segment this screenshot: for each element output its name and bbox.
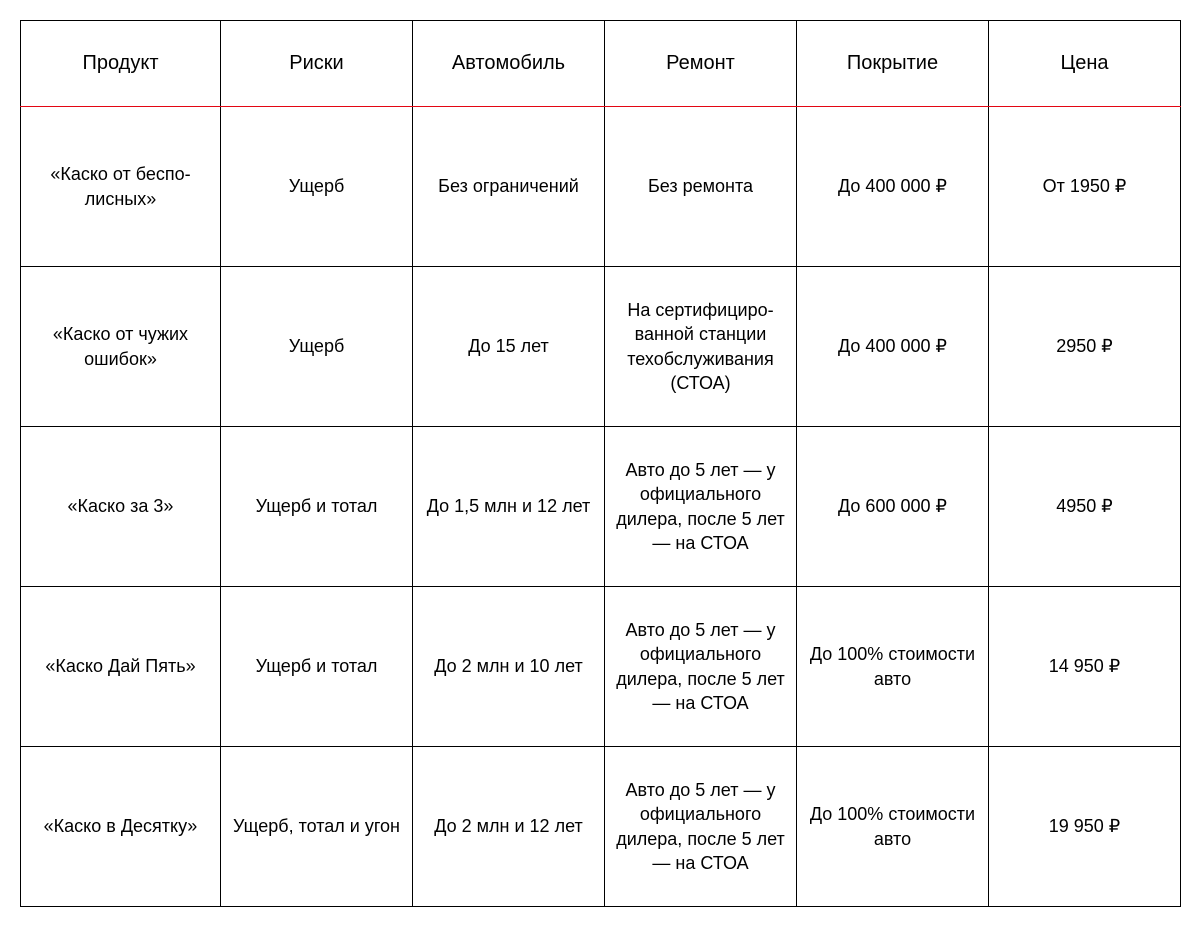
cell-repair: Авто до 5 лет — у официального дилера, п…	[605, 587, 797, 747]
cell-repair: Авто до 5 лет — у официального дилера, п…	[605, 427, 797, 587]
cell-coverage: До 600 000 ₽	[797, 427, 989, 587]
cell-coverage: До 400 000 ₽	[797, 107, 989, 267]
cell-risks: Ущерб и тотал	[221, 427, 413, 587]
table-row: «Каско за 3» Ущерб и тотал До 1,5 млн и …	[21, 427, 1181, 587]
cell-car: До 2 млн и 10 лет	[413, 587, 605, 747]
cell-product: «Каско за 3»	[21, 427, 221, 587]
table-row: «Каско от беспо­лисных» Ущерб Без ограни…	[21, 107, 1181, 267]
col-header-product: Продукт	[21, 21, 221, 107]
col-header-repair: Ремонт	[605, 21, 797, 107]
insurance-products-table: Продукт Риски Автомобиль Ремонт Покрытие…	[20, 20, 1181, 907]
col-header-risks: Риски	[221, 21, 413, 107]
cell-risks: Ущерб и тотал	[221, 587, 413, 747]
cell-coverage: До 400 000 ₽	[797, 267, 989, 427]
cell-repair: Авто до 5 лет — у официального дилера, п…	[605, 747, 797, 907]
cell-product: «Каско Дай Пять»	[21, 587, 221, 747]
cell-car: До 15 лет	[413, 267, 605, 427]
col-header-coverage: Покрытие	[797, 21, 989, 107]
cell-price: От 1950 ₽	[989, 107, 1181, 267]
cell-product: «Каско в Десят­ку»	[21, 747, 221, 907]
col-header-price: Цена	[989, 21, 1181, 107]
col-header-car: Автомобиль	[413, 21, 605, 107]
cell-risks: Ущерб, тотал и угон	[221, 747, 413, 907]
cell-repair: Без ремонта	[605, 107, 797, 267]
cell-risks: Ущерб	[221, 267, 413, 427]
cell-coverage: До 100% стоимо­сти авто	[797, 587, 989, 747]
table-row: «Каско от чужих ошибок» Ущерб До 15 лет …	[21, 267, 1181, 427]
cell-price: 14 950 ₽	[989, 587, 1181, 747]
cell-car: Без ограничений	[413, 107, 605, 267]
cell-coverage: До 100% стоимо­сти авто	[797, 747, 989, 907]
table-header-row: Продукт Риски Автомобиль Ремонт Покрытие…	[21, 21, 1181, 107]
cell-car: До 2 млн и 12 лет	[413, 747, 605, 907]
cell-price: 19 950 ₽	[989, 747, 1181, 907]
cell-product: «Каско от беспо­лисных»	[21, 107, 221, 267]
cell-car: До 1,5 млн и 12 лет	[413, 427, 605, 587]
cell-product: «Каско от чужих ошибок»	[21, 267, 221, 427]
cell-risks: Ущерб	[221, 107, 413, 267]
cell-repair: На сертифициро­ванной станции техобслужи…	[605, 267, 797, 427]
cell-price: 4950 ₽	[989, 427, 1181, 587]
cell-price: 2950 ₽	[989, 267, 1181, 427]
table-row: «Каско в Десят­ку» Ущерб, тотал и угон Д…	[21, 747, 1181, 907]
table-row: «Каско Дай Пять» Ущерб и тотал До 2 млн …	[21, 587, 1181, 747]
